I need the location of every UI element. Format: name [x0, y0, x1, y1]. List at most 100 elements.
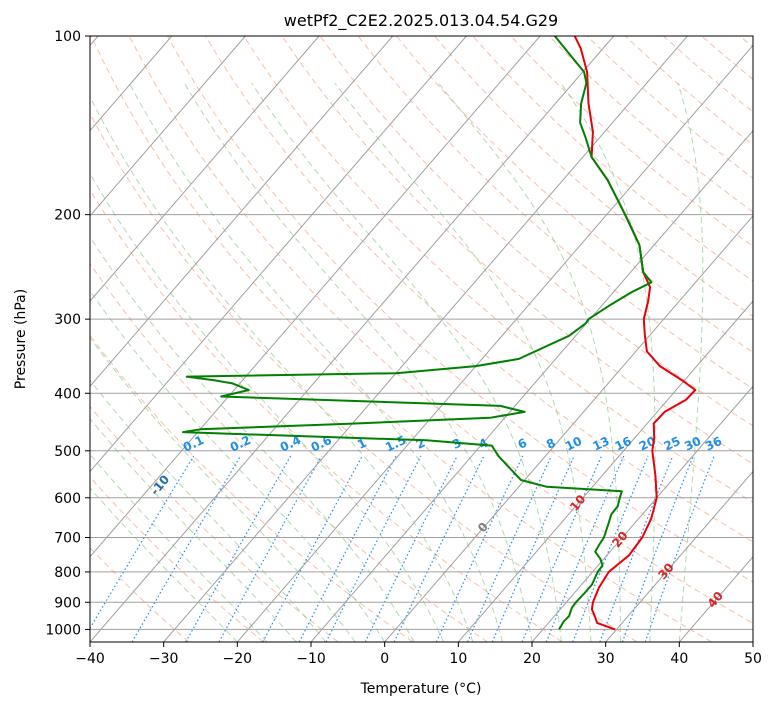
- plot-frame: [89, 35, 754, 643]
- dry-adiabat-line: [548, 36, 753, 213]
- mixing-ratio-line: [218, 455, 323, 642]
- dry-adiabat-line: [701, 36, 753, 80]
- dry-adiabat-line: [739, 36, 753, 48]
- x-axis-title: Temperature (°C): [360, 681, 482, 697]
- dry-adiabat-line: [472, 36, 753, 282]
- mixing-ratio-label: 10: [563, 434, 584, 454]
- dry-adiabat-line: [586, 36, 753, 179]
- moist-adiabat-line: [90, 417, 297, 642]
- dry-adiabat-line: [510, 36, 753, 247]
- y-tick-label: 400: [54, 386, 81, 402]
- x-tick-label: 10: [449, 651, 467, 667]
- y-tick-label: 100: [54, 29, 81, 45]
- dry-adiabat-line: [205, 36, 753, 543]
- isotherm-line: [310, 129, 753, 642]
- x-axis: −40 −30 −20 −10 0 10 20 30 40 50: [75, 642, 762, 667]
- x-tick-label: 30: [597, 651, 615, 667]
- y-tick-label: 300: [54, 312, 81, 328]
- moist-adiabat-line: [677, 82, 704, 642]
- dry-adiabat-line: [166, 36, 753, 583]
- dry-adiabat-line: [90, 405, 339, 642]
- moist-adiabats: [90, 82, 704, 642]
- mixing-ratio-line: [364, 455, 458, 642]
- mixing-ratio-label: 13: [590, 434, 611, 454]
- y-axis: 100 200 300 400 500 600 700 800 900 1000: [45, 29, 90, 638]
- mixing-ratio-line: [325, 455, 422, 642]
- moist-adiabat-line: [90, 379, 327, 642]
- mixing-ratio-line: [262, 455, 363, 642]
- chart-title: wetPf2_C2E2.2025.013.04.54.G29: [284, 11, 558, 31]
- isotherms: [90, 36, 753, 642]
- moist-adiabat-line: [183, 82, 533, 642]
- sounding-series: [182, 36, 697, 631]
- y-axis-title: Pressure (hPa): [13, 289, 29, 389]
- x-tick-label: 0: [380, 651, 389, 667]
- isotherm-line: [605, 470, 753, 642]
- moist-adiabat-line: [334, 82, 592, 642]
- mixing-ratio-line: [644, 455, 715, 642]
- dry-adiabat-line: [90, 476, 264, 642]
- reference-line-labels: -100-90-80-70-60-50-40-30-20-10010203040…: [148, 433, 726, 611]
- mixing-ratio-label: 25: [662, 434, 683, 454]
- mixing-ratio-label: 16: [613, 434, 634, 454]
- y-tick-label: 900: [54, 595, 81, 611]
- mixing-ratio-line: [185, 455, 292, 642]
- isotherm-line: [163, 36, 688, 642]
- dry-adiabat-line: [128, 36, 753, 624]
- x-tick-label: −10: [296, 651, 326, 667]
- isotherm-line: [457, 300, 753, 642]
- mixing-ratio-line: [621, 455, 694, 642]
- isotherm-line: [531, 385, 753, 642]
- mixing-ratio-line: [491, 455, 575, 642]
- moist-adiabat-line: [251, 82, 562, 642]
- x-tick-label: −30: [149, 651, 179, 667]
- mixing-ratio-label: 36: [703, 434, 724, 454]
- mixing-ratio-label: 6: [516, 436, 529, 452]
- moist-adiabat-line: [90, 337, 356, 642]
- moist-adiabat-line: [90, 172, 445, 642]
- dry-adiabat-line: [90, 189, 563, 642]
- y-tick-label: 1000: [45, 622, 81, 638]
- y-tick-label: 200: [54, 208, 81, 224]
- dry-adiabat-line: [90, 262, 488, 642]
- mixing-ratio-line: [131, 455, 242, 642]
- mixing-ratio-line: [298, 455, 397, 642]
- x-tick-label: −20: [223, 651, 253, 667]
- x-tick-label: −40: [75, 651, 105, 667]
- isotherm-line: [90, 36, 467, 473]
- x-tick-label: 20: [523, 651, 541, 667]
- dry-adiabat-line: [90, 36, 712, 642]
- moist-adiabat-line: [90, 487, 238, 642]
- isotherm-line: [678, 556, 753, 642]
- mixing-ratio-line: [466, 455, 552, 642]
- y-tick-label: 800: [54, 565, 81, 581]
- isotherm-line: [90, 36, 246, 217]
- y-tick-label: 700: [54, 531, 81, 547]
- moist-adiabat-line: [438, 82, 621, 642]
- moist-adiabat-line: [560, 82, 656, 642]
- mixing-ratio-line: [393, 455, 485, 642]
- y-tick-label: 600: [54, 491, 81, 507]
- moist-adiabat-line: [90, 95, 474, 642]
- x-tick-label: 50: [744, 651, 762, 667]
- dry-adiabat-line: [90, 112, 638, 642]
- moist-adiabat-line: [90, 289, 386, 642]
- mixing-ratio-label: 30: [682, 434, 703, 454]
- isotherm-line: [236, 44, 753, 642]
- mixing-ratio-label: 2: [414, 436, 427, 452]
- temperature-profile-line: [573, 36, 697, 631]
- dry-adiabat-line: [243, 36, 753, 504]
- isotherm-line: [752, 641, 753, 642]
- y-tick-label: 500: [54, 444, 81, 460]
- dry-adiabat-line: [357, 36, 753, 390]
- isotherm-line: [90, 36, 320, 302]
- mixing-ratio-line: [599, 455, 674, 642]
- moist-adiabat-line: [90, 453, 268, 642]
- isotherm-line: [90, 36, 615, 642]
- mixing-ratio-label: 0.1: [181, 433, 206, 455]
- dewpoint-profile-line: [182, 36, 653, 630]
- isotherm-line: [90, 36, 541, 558]
- mixing-ratio-label: 1.5: [383, 433, 408, 455]
- x-tick-label: 40: [670, 651, 688, 667]
